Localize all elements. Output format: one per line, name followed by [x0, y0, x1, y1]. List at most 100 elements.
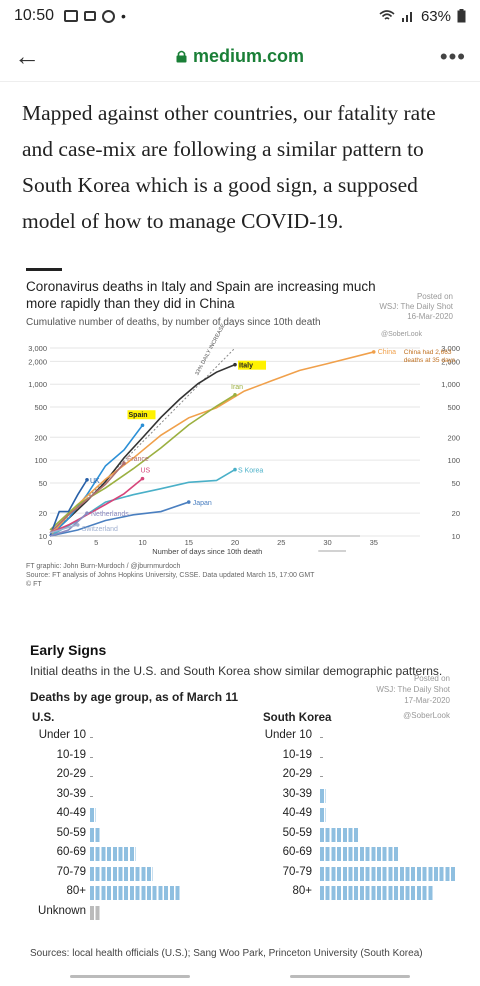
y-tick-label-right: 200	[447, 433, 460, 442]
browser-toolbar: ← medium.com •••	[0, 32, 480, 82]
y-tick-label: 50	[39, 479, 47, 488]
y-tick-label: 10	[39, 532, 47, 541]
series-line-japan	[49, 501, 190, 537]
series-label: Netherlands	[91, 511, 129, 518]
series-label: Japan	[193, 500, 212, 507]
y-tick-label-right: 100	[447, 456, 460, 465]
age-bar	[90, 905, 102, 920]
y-tick-label: 200	[34, 433, 47, 442]
x-tick-label: 25	[277, 538, 285, 547]
y-tick-label: 2,000	[28, 357, 47, 366]
age-label: 60-69	[282, 846, 312, 858]
series-line-iran	[49, 394, 236, 531]
posted-line: 17-Mar-2020	[404, 696, 450, 705]
age-label: 20-29	[282, 768, 312, 780]
credit-1: FT graphic: John Burn-Murdoch / @jburnmu…	[26, 563, 181, 570]
age-label: 50-59	[282, 826, 312, 839]
label-highlight	[127, 410, 156, 420]
age-bar	[90, 808, 96, 822]
series-line-france	[49, 462, 125, 534]
age-label: 50-59	[56, 826, 86, 839]
y-tick-label: 1,000	[28, 380, 47, 389]
axis-tick	[90, 737, 93, 738]
figure-rule	[26, 268, 62, 271]
series-label: Spain	[129, 412, 148, 419]
y-tick-label-right: 20	[452, 509, 460, 518]
age-label: 30-39	[282, 787, 312, 800]
series-line-switzerland	[49, 524, 78, 534]
series-end-point	[140, 423, 145, 428]
chart-title: Coronavirus deaths in Italy and Spain ar…	[26, 279, 376, 311]
y-tick-label: 100	[34, 456, 47, 465]
age-bar	[320, 847, 400, 861]
series-label: US	[141, 468, 151, 475]
series-end-point	[85, 511, 89, 515]
age-bar	[320, 866, 457, 881]
series-line-uk	[49, 479, 88, 537]
axis-tick	[90, 795, 93, 797]
axis-tick	[320, 756, 323, 758]
facebook-icon	[102, 9, 116, 23]
nav-handle[interactable]	[290, 975, 410, 978]
china-note: deaths at 35 days	[404, 357, 456, 364]
url-bar[interactable]: medium.com	[54, 46, 426, 67]
y-tick-label-right: 1,000	[441, 380, 460, 389]
x-tick-label: 10	[138, 538, 146, 547]
series-line-china	[49, 351, 374, 537]
x-tick-label: 5	[94, 538, 98, 547]
y-tick-label: 20	[39, 509, 47, 518]
age-label: 70-79	[282, 865, 312, 878]
y-tick-label: 3,000	[28, 344, 47, 353]
y-tick-label-right: 10	[452, 532, 460, 541]
url-text: medium.com	[192, 46, 305, 66]
series-end-point	[75, 523, 80, 527]
chart2-subtitle: Initial deaths in the U.S. and South Kor…	[30, 664, 443, 678]
x-tick-label: 35	[370, 538, 378, 547]
chart-subtitle: Cumulative number of deaths, by number o…	[26, 317, 321, 328]
notification-dot: •	[121, 8, 126, 24]
figure-deaths-chart: Coronavirus deaths in Italy and Spain ar…	[20, 268, 465, 598]
posted-line: WSJ: The Daily Shot	[379, 302, 453, 311]
series-end-point	[233, 362, 237, 367]
series-label: S Korea	[238, 468, 263, 475]
growth-guide-label: 33% DAILY INCREASE	[194, 323, 226, 377]
age-label: 10-19	[282, 748, 312, 761]
age-bar	[320, 827, 360, 842]
series-label: Iran	[231, 384, 243, 391]
age-label: 40-49	[56, 807, 86, 819]
posted-line: WSJ: The Daily Shot	[376, 685, 450, 694]
back-arrow-icon[interactable]: ←	[14, 41, 40, 71]
posted-note-2: Posted on WSJ: The Daily Shot 17-Mar-202…	[376, 673, 450, 721]
clock: 10:50	[14, 7, 55, 24]
y-tick-label-right: 2,000	[441, 357, 460, 366]
us-label: U.S.	[32, 712, 55, 724]
notification-icons: •	[64, 8, 126, 24]
series-line-italy	[49, 363, 236, 537]
label-highlight	[238, 360, 266, 370]
age-label: 60-69	[56, 846, 86, 858]
age-label: Unknown	[38, 904, 86, 917]
age-bar	[320, 808, 326, 822]
age-bar	[90, 847, 136, 861]
posted-line: @SoberLook	[403, 711, 450, 720]
series-end-point	[233, 467, 237, 472]
series-label: Italy	[239, 363, 253, 370]
posted-line: 16-Mar-2020	[407, 312, 453, 321]
age-bar	[90, 866, 153, 881]
series-label: Switzerland	[82, 526, 118, 533]
age-label: 70-79	[56, 865, 86, 878]
age-label: 40-49	[282, 807, 312, 819]
more-options-icon[interactable]: •••	[439, 43, 466, 69]
age-label: Under 10	[264, 729, 312, 741]
series-end-point	[233, 393, 237, 397]
series-line-netherlands	[49, 512, 88, 537]
status-bar: 10:50 • 63%	[0, 0, 480, 32]
figure-age-chart: Early Signs Initial deaths in the U.S. a…	[20, 630, 465, 970]
axis-tick	[320, 776, 323, 777]
china-note: China had 2,663	[404, 349, 452, 356]
lock-icon	[176, 50, 187, 63]
age-label: 80+	[292, 885, 312, 897]
nav-handle[interactable]	[70, 975, 190, 978]
x-tick-label: 20	[231, 538, 239, 547]
